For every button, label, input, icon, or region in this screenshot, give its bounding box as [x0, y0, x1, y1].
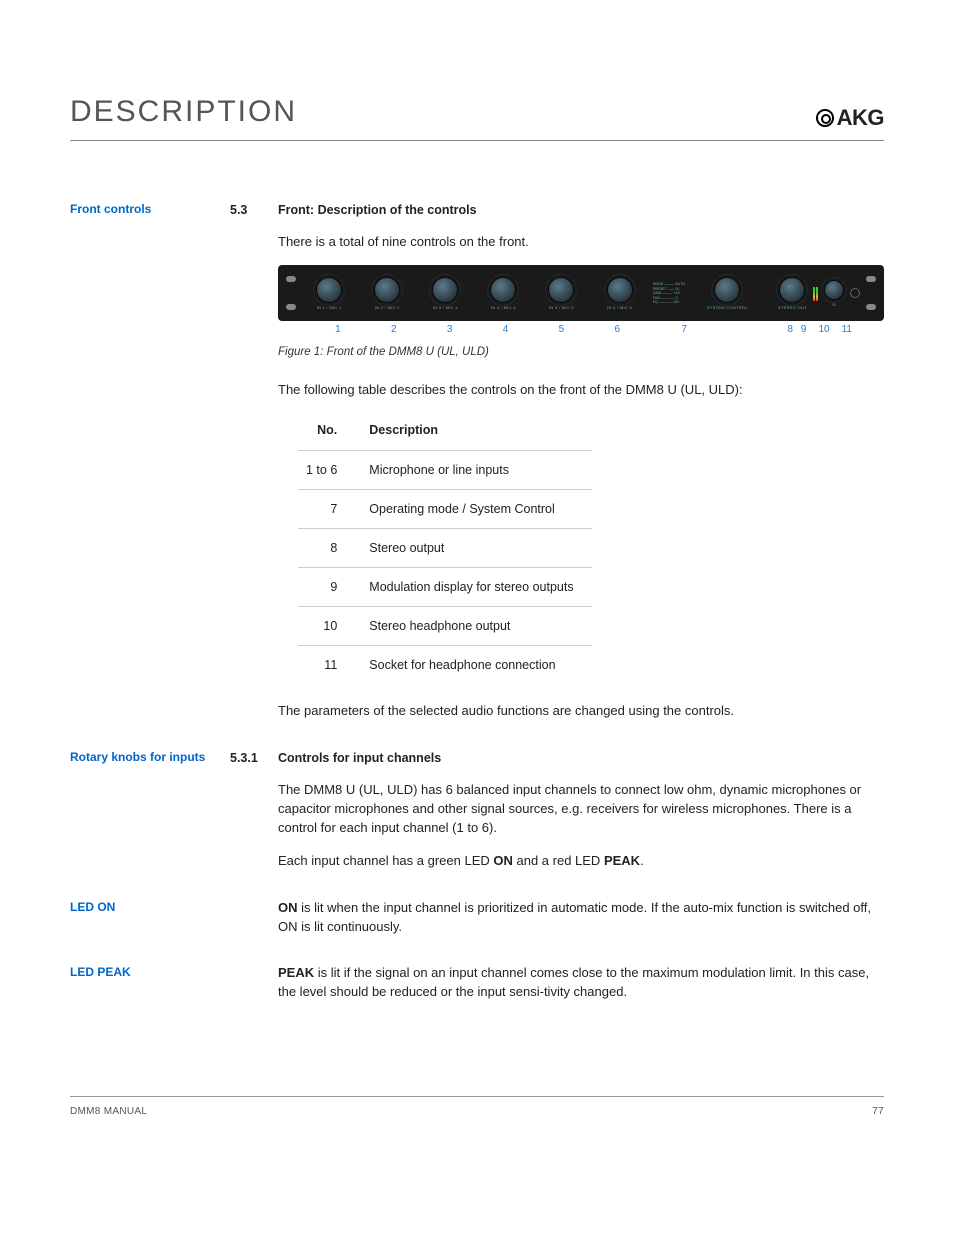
- cell-no: 8: [298, 528, 361, 567]
- input-knob: IN 1 / MIC 1: [302, 277, 356, 311]
- cell-no: 1 to 6: [298, 450, 361, 489]
- table-row: 10Stereo headphone output: [298, 607, 592, 646]
- table-header-no: No.: [298, 413, 361, 450]
- device-front-panel: IN 1 / MIC 1IN 2 / MIC 2IN 3 / MIC 3IN 4…: [278, 265, 884, 321]
- knob-icon: [432, 277, 458, 303]
- margin-label-front-controls: Front controls: [70, 201, 230, 219]
- knob-icon: [779, 277, 805, 303]
- cell-no: 7: [298, 489, 361, 528]
- knob-icon: [607, 277, 633, 303]
- system-control-knob: SYSTEM CONTROL: [707, 277, 748, 311]
- knob-icon: [374, 277, 400, 303]
- led-on-text: ON is lit when the input channel is prio…: [278, 899, 884, 937]
- table-row: 11Socket for headphone connection: [298, 646, 592, 685]
- figure-1: IN 1 / MIC 1IN 2 / MIC 2IN 3 / MIC 3IN 4…: [278, 265, 884, 338]
- system-control-text-block: MODE ——— AUTOPRESET —— 01GAIN ——— +10PAN…: [653, 282, 701, 305]
- stereo-out-knob: STEREO OUT: [778, 277, 807, 311]
- section-heading: Front: Description of the controls: [278, 201, 884, 219]
- cell-desc: Socket for headphone connection: [361, 646, 591, 685]
- page-title: DESCRIPTION: [70, 90, 297, 134]
- led-peak-row: LED PEAK PEAK is lit if the signal on an…: [70, 964, 884, 1016]
- cell-desc: Stereo headphone output: [361, 607, 591, 646]
- knob-icon: [548, 277, 574, 303]
- cell-no: 9: [298, 567, 361, 606]
- page-header: DESCRIPTION AKG: [70, 90, 884, 141]
- section-number: 5.3: [230, 201, 278, 219]
- after-table-text: The parameters of the selected audio fun…: [278, 702, 884, 721]
- input-knob: IN 2 / MIC 2: [360, 277, 414, 311]
- output-meter: [813, 285, 818, 301]
- logo-mark-icon: [816, 109, 834, 127]
- sec531-p2: Each input channel has a green LED ON an…: [278, 852, 884, 871]
- section-5-3-1-heading-row: Rotary knobs for inputs 5.3.1 Controls f…: [70, 749, 884, 767]
- figure-caption: Figure 1: Front of the DMM8 U (UL, ULD): [278, 344, 884, 361]
- controls-table: No. Description 1 to 6Microphone or line…: [298, 413, 592, 684]
- section-number: 5.3.1: [230, 749, 278, 767]
- section-heading: Controls for input channels: [278, 749, 884, 767]
- cell-no: 11: [298, 646, 361, 685]
- intro-row: There is a total of nine controls on the…: [70, 233, 884, 736]
- input-knob: IN 5 / MIC 5: [534, 277, 588, 311]
- knob-icon: [316, 277, 342, 303]
- rack-ear-right: [866, 276, 876, 310]
- table-row: 7Operating mode / System Control: [298, 489, 592, 528]
- sec531-p1: The DMM8 U (UL, ULD) has 6 balanced inpu…: [278, 781, 884, 838]
- margin-label-led-peak: LED PEAK: [70, 964, 230, 1016]
- section-5-3-heading-row: Front controls 5.3 Front: Description of…: [70, 201, 884, 219]
- led-on-row: LED ON ON is lit when the input channel …: [70, 899, 884, 951]
- footer-page-number: 77: [872, 1105, 884, 1120]
- table-row: 8Stereo output: [298, 528, 592, 567]
- figure-callouts: 1 2 3 4 5 6 7 8 9 10 11: [278, 321, 884, 338]
- knob-icon: [714, 277, 740, 303]
- input-knob: IN 4 / MIC 4: [476, 277, 530, 311]
- table-header-desc: Description: [361, 413, 591, 450]
- headphone-jack-icon: [850, 288, 860, 298]
- after-figure-text: The following table describes the contro…: [278, 381, 884, 400]
- headphone-knob: Ω: [824, 280, 844, 308]
- cell-desc: Microphone or line inputs: [361, 450, 591, 489]
- footer-doc-title: DMM8 MANUAL: [70, 1105, 147, 1120]
- cell-desc: Modulation display for stereo outputs: [361, 567, 591, 606]
- knob-icon: [824, 280, 844, 300]
- led-peak-text: PEAK is lit if the signal on an input ch…: [278, 964, 884, 1002]
- cell-desc: Operating mode / System Control: [361, 489, 591, 528]
- cell-desc: Stereo output: [361, 528, 591, 567]
- table-row: 1 to 6Microphone or line inputs: [298, 450, 592, 489]
- margin-label-led-on: LED ON: [70, 899, 230, 951]
- margin-label-rotary-knobs: Rotary knobs for inputs: [70, 749, 230, 767]
- intro-text: There is a total of nine controls on the…: [278, 233, 884, 252]
- brand-logo: AKG: [816, 102, 884, 134]
- table-row: 9Modulation display for stereo outputs: [298, 567, 592, 606]
- cell-no: 10: [298, 607, 361, 646]
- rack-ear-left: [286, 276, 296, 310]
- input-knob: IN 3 / MIC 3: [418, 277, 472, 311]
- sec531-body: The DMM8 U (UL, ULD) has 6 balanced inpu…: [70, 781, 884, 884]
- page-footer: DMM8 MANUAL 77: [70, 1096, 884, 1120]
- knob-icon: [490, 277, 516, 303]
- input-knob: IN 6 / MIC 6: [593, 277, 647, 311]
- logo-text: AKG: [837, 102, 884, 134]
